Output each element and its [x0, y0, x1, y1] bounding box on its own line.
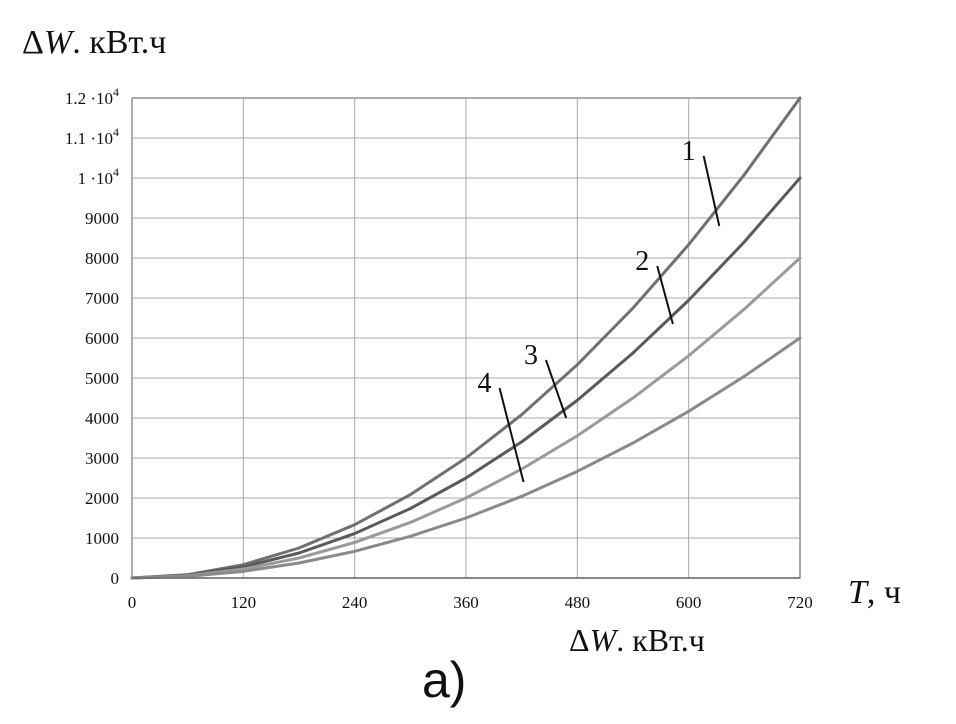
- y-tick-label: 7000: [85, 289, 119, 308]
- x-axis-unit: ч: [883, 574, 902, 611]
- y-tick-label: 0: [111, 569, 120, 588]
- x-axis-separator: ,: [866, 574, 884, 611]
- y-tick-label: 4000: [85, 409, 119, 428]
- annotation-leader-4: [498, 387, 525, 483]
- annotation-label-4: 4: [478, 368, 492, 399]
- tick-layer: 0 120 240 360 480 600 720 0 1000 2000 3000 4000 5000…: [65, 85, 813, 612]
- y-tick-label: 1.1 ·104: [65, 125, 119, 148]
- y-axis-label: ΔW. кВт.ч: [22, 26, 166, 60]
- y-tick-label: 5000: [85, 369, 119, 388]
- x-tick-label: 600: [676, 593, 702, 612]
- series-line-4: [130, 336, 802, 580]
- x-tick-label: 480: [565, 593, 591, 612]
- y-axis-symbol: W: [43, 24, 73, 61]
- y-axis-delta-symbol: Δ: [22, 24, 44, 61]
- x-tick-label: 720: [787, 593, 813, 612]
- series-layer: [130, 96, 802, 580]
- x-axis-label: T, ч: [848, 576, 901, 610]
- y-tick-label: 3000: [85, 449, 119, 468]
- annotation-label-1: 1: [682, 136, 696, 167]
- annotation-leader-2: [656, 265, 674, 325]
- series-line-1: [130, 96, 802, 580]
- bottom-label: ΔW. кВт.ч: [569, 624, 705, 656]
- y-tick-label: 1000: [85, 529, 119, 548]
- bottom-symbol: W: [589, 622, 617, 658]
- y-tick-label: 1.2 ·104: [65, 85, 119, 108]
- bottom-delta-symbol: Δ: [569, 622, 590, 658]
- bottom-separator: .: [616, 622, 633, 658]
- annotation-leader-1: [702, 155, 721, 227]
- y-tick-label: 8000: [85, 249, 119, 268]
- series-line-2: [130, 176, 802, 580]
- annotation-label-2: 2: [635, 246, 649, 277]
- y-tick-label: 6000: [85, 329, 119, 348]
- annotation-label-3: 3: [524, 340, 538, 371]
- series-line-3: [130, 256, 802, 580]
- x-tick-label: 0: [128, 593, 137, 612]
- y-tick-label: 1 ·104: [78, 165, 119, 188]
- bottom-unit: кВт.ч: [632, 622, 705, 658]
- x-tick-label: 360: [453, 593, 479, 612]
- x-tick-label: 240: [342, 593, 368, 612]
- grid-layer: [131, 97, 801, 579]
- x-tick-label: 120: [231, 593, 257, 612]
- annotation-leader-3: [545, 359, 568, 419]
- y-tick-label: 2000: [85, 489, 119, 508]
- x-axis-symbol: T: [848, 574, 867, 611]
- annotation-layer: 1 2 3 4: [478, 136, 721, 483]
- y-axis-unit: кВт.ч: [89, 24, 167, 61]
- panel-label: а): [422, 652, 467, 708]
- y-axis-separator: .: [72, 24, 90, 61]
- y-tick-label: 9000: [85, 209, 119, 228]
